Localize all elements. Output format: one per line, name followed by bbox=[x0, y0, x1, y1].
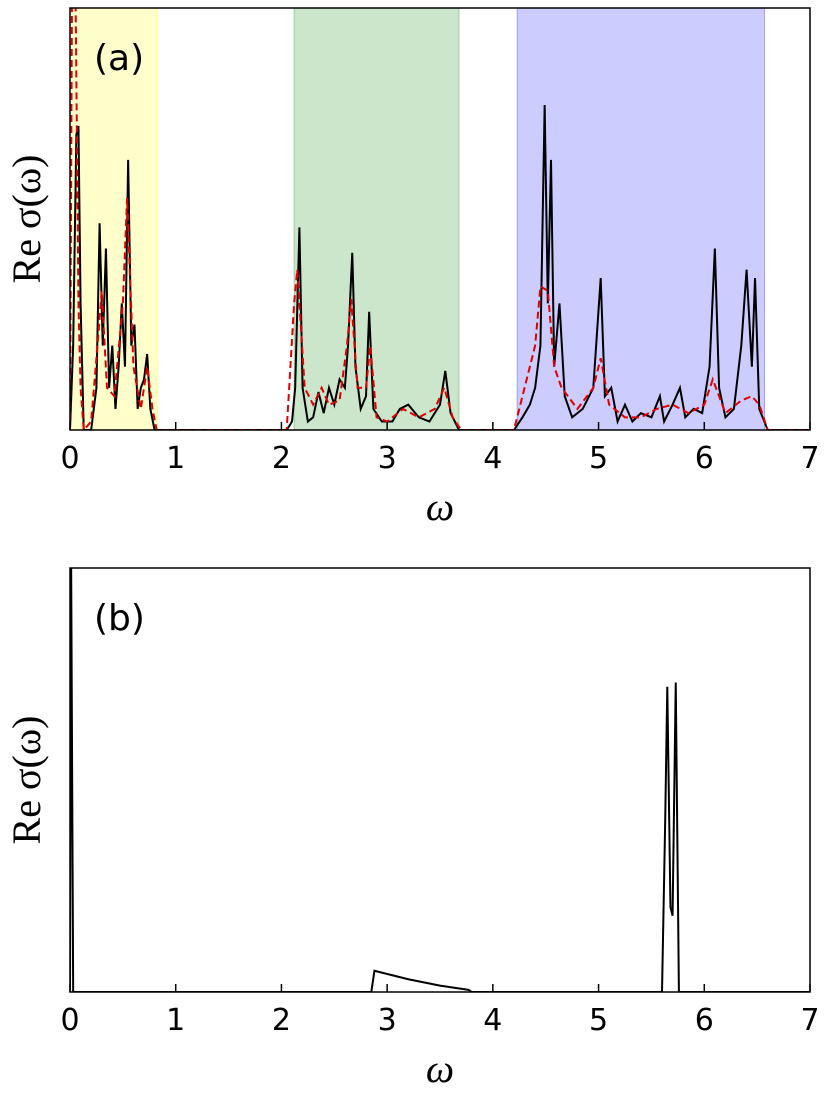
x-tick-label: 6 bbox=[695, 441, 714, 476]
axes-frame bbox=[69, 567, 811, 993]
axes-frame bbox=[69, 7, 811, 431]
x-axis-label: ω bbox=[426, 484, 454, 529]
x-tick-label: 4 bbox=[483, 1003, 502, 1038]
y-axis-label: Re σ(ω) bbox=[4, 716, 49, 845]
x-tick-label: 2 bbox=[272, 441, 291, 476]
x-tick-label: 5 bbox=[589, 441, 608, 476]
plot-area bbox=[70, 8, 810, 430]
panel-label: (b) bbox=[94, 598, 145, 639]
x-tick-label: 2 bbox=[272, 1003, 291, 1038]
plot-area bbox=[70, 568, 810, 992]
x-tick-label: 5 bbox=[589, 1003, 608, 1038]
panel-label: (a) bbox=[94, 38, 144, 79]
x-tick-label: 3 bbox=[378, 441, 397, 476]
x-tick-label: 1 bbox=[166, 441, 185, 476]
x-tick-label: 4 bbox=[483, 441, 502, 476]
shaded-region bbox=[516, 8, 766, 430]
x-tick-label: 6 bbox=[695, 1003, 714, 1038]
x-axis-label: ω bbox=[426, 1046, 454, 1091]
x-tick-label: 0 bbox=[60, 1003, 79, 1038]
shaded-region bbox=[293, 8, 460, 430]
y-axis-label: Re σ(ω) bbox=[4, 155, 49, 284]
x-tick-label: 7 bbox=[800, 441, 819, 476]
data-line bbox=[70, 8, 810, 430]
x-tick-label: 1 bbox=[166, 1003, 185, 1038]
data-line bbox=[70, 568, 810, 992]
x-tick-label: 0 bbox=[60, 441, 79, 476]
x-tick-label: 7 bbox=[800, 1003, 819, 1038]
x-tick-label: 3 bbox=[378, 1003, 397, 1038]
